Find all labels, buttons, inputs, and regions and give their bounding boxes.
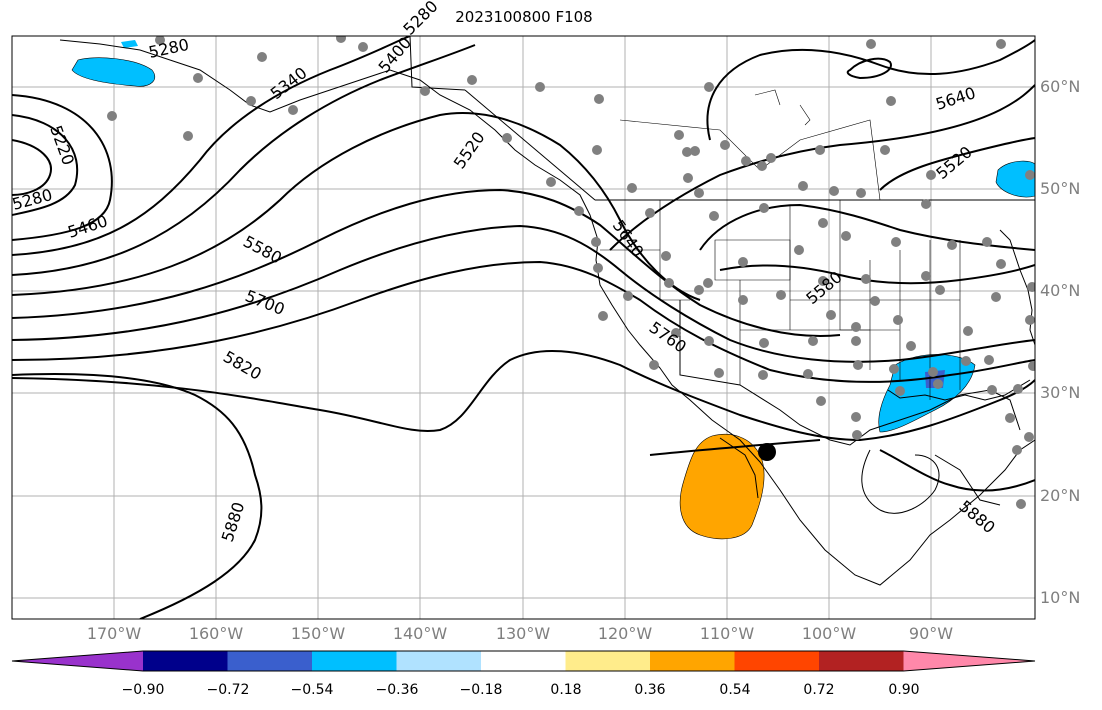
lat-label: 30°N [1040,383,1081,402]
lat-label: 60°N [1040,77,1081,96]
colorbar-tick-label: 0.90 [888,682,920,698]
colorbar-tick-label: −0.36 [375,682,419,698]
map-frame [11,35,1036,620]
colorbar-tick-label: −0.18 [459,682,503,698]
colorbar-segment [396,651,482,671]
lon-label: 110°W [699,624,755,643]
contour-label: 5220 [46,123,78,168]
colorbar-segment [312,651,397,671]
contour-label: 5820 [220,347,265,384]
colorbar [11,650,1036,672]
colorbar-tick-label: −0.54 [290,682,334,698]
lon-label: 120°W [597,624,653,643]
lon-label: 150°W [290,624,346,643]
negative-anomaly-area-labrador [995,160,1035,198]
map-title: 2023100800 F108 [455,8,593,26]
lat-label: 40°N [1040,281,1081,300]
colorbar-segment [565,651,651,671]
contour-label: 5340 [267,63,311,103]
colorbar-tick-label: 0.72 [803,682,835,698]
colorbar-segment [227,651,313,671]
contour-label: 5520 [932,142,975,183]
colorbar-tick-label: −0.72 [206,682,250,698]
lon-label: 170°W [86,624,142,643]
colorbar-segment [481,651,566,671]
lon-gridlines [113,36,932,619]
colorbar-segment [734,651,820,671]
lat-label: 10°N [1040,588,1081,607]
contour-label: 5580 [240,232,285,268]
station-points [107,36,1035,509]
colorbar-tick-label: 0.54 [719,682,751,698]
lon-label: 100°W [801,624,857,643]
lon-label: 140°W [392,624,448,643]
colorbar-segment [819,651,904,671]
colorbar-tick-label: 0.36 [634,682,666,698]
contour-label: 5880 [218,500,249,545]
lon-label: 130°W [495,624,551,643]
contour-labels: 5280 5280 5220 5280 5340 5400 5460 5520 … [10,0,999,544]
colorbar-segment [143,651,228,671]
lon-label: 90°W [908,624,954,643]
contour-label: 5280 [147,35,191,62]
colorbar-segment [650,651,735,671]
contour-label: 5280 [399,0,441,39]
negative-anomaly-area-bering [71,57,156,87]
colorbar-extend-max [903,651,1035,671]
colorbar-extend-min [12,651,143,671]
colorbar-outline [11,650,1036,672]
contour-label: 5640 [933,83,978,114]
height-contours [12,36,1035,619]
lon-label: 160°W [188,624,244,643]
coastlines [59,36,1035,586]
reference-point-marker [758,443,776,461]
negative-anomaly-area-bering-small [121,40,138,48]
colorbar-tick-label: −0.90 [121,682,165,698]
contour-label: 5760 [646,318,690,357]
colorbar-tick-label: 0.18 [550,682,582,698]
contour-label: 5520 [450,128,489,172]
contour-label: 5460 [65,211,110,242]
contour-label: 5580 [802,267,845,308]
lat-label: 20°N [1040,486,1081,505]
lat-label: 50°N [1040,179,1081,198]
